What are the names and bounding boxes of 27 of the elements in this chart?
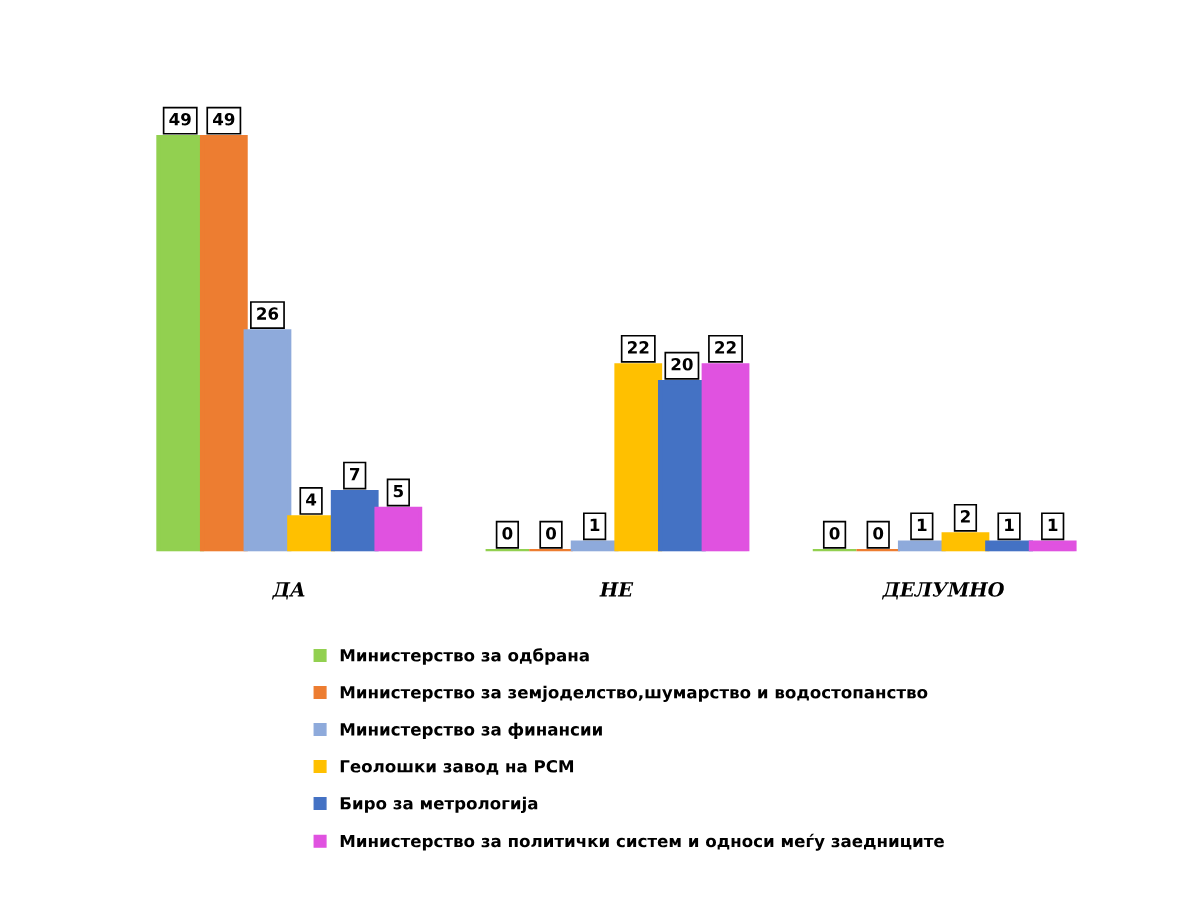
data-label: 0	[873, 526, 884, 540]
data-label: 1	[1005, 518, 1014, 531]
data-label: 26	[257, 307, 279, 320]
data-label: 49	[212, 112, 235, 126]
data-label: 20	[671, 357, 693, 371]
data-label: 7	[350, 468, 360, 481]
legend-label: Геолошки завод на РСМ	[340, 760, 574, 775]
data-label: 1	[590, 518, 600, 531]
data-label: 49	[169, 112, 191, 126]
legend-label: Министерство за земјоделство,шумарство и водостопанство	[340, 685, 928, 702]
data-label: 22	[627, 341, 649, 354]
data-label: 22	[715, 341, 736, 354]
x-tick-label: НЕ	[599, 582, 634, 597]
x-tick-label: ДА	[271, 582, 305, 600]
data-label: 2	[960, 510, 970, 523]
data-label: 5	[393, 484, 403, 498]
data-label: 1	[1048, 518, 1058, 531]
data-label: 0	[502, 526, 513, 540]
data-label: 0	[829, 526, 840, 540]
data-label: 1	[917, 518, 927, 531]
x-tick-label: ДЕЛУМНО	[881, 582, 1004, 600]
legend-label: Биро за метрологија	[340, 796, 538, 813]
legend-label: Министерство за политички систем и односи меѓу заедниците	[340, 833, 944, 851]
data-label: 0	[546, 526, 557, 540]
legend-label: Министерство за финансии	[340, 722, 602, 739]
legend-label: Министерство за одбрана	[340, 648, 589, 665]
data-label: 4	[306, 493, 317, 506]
